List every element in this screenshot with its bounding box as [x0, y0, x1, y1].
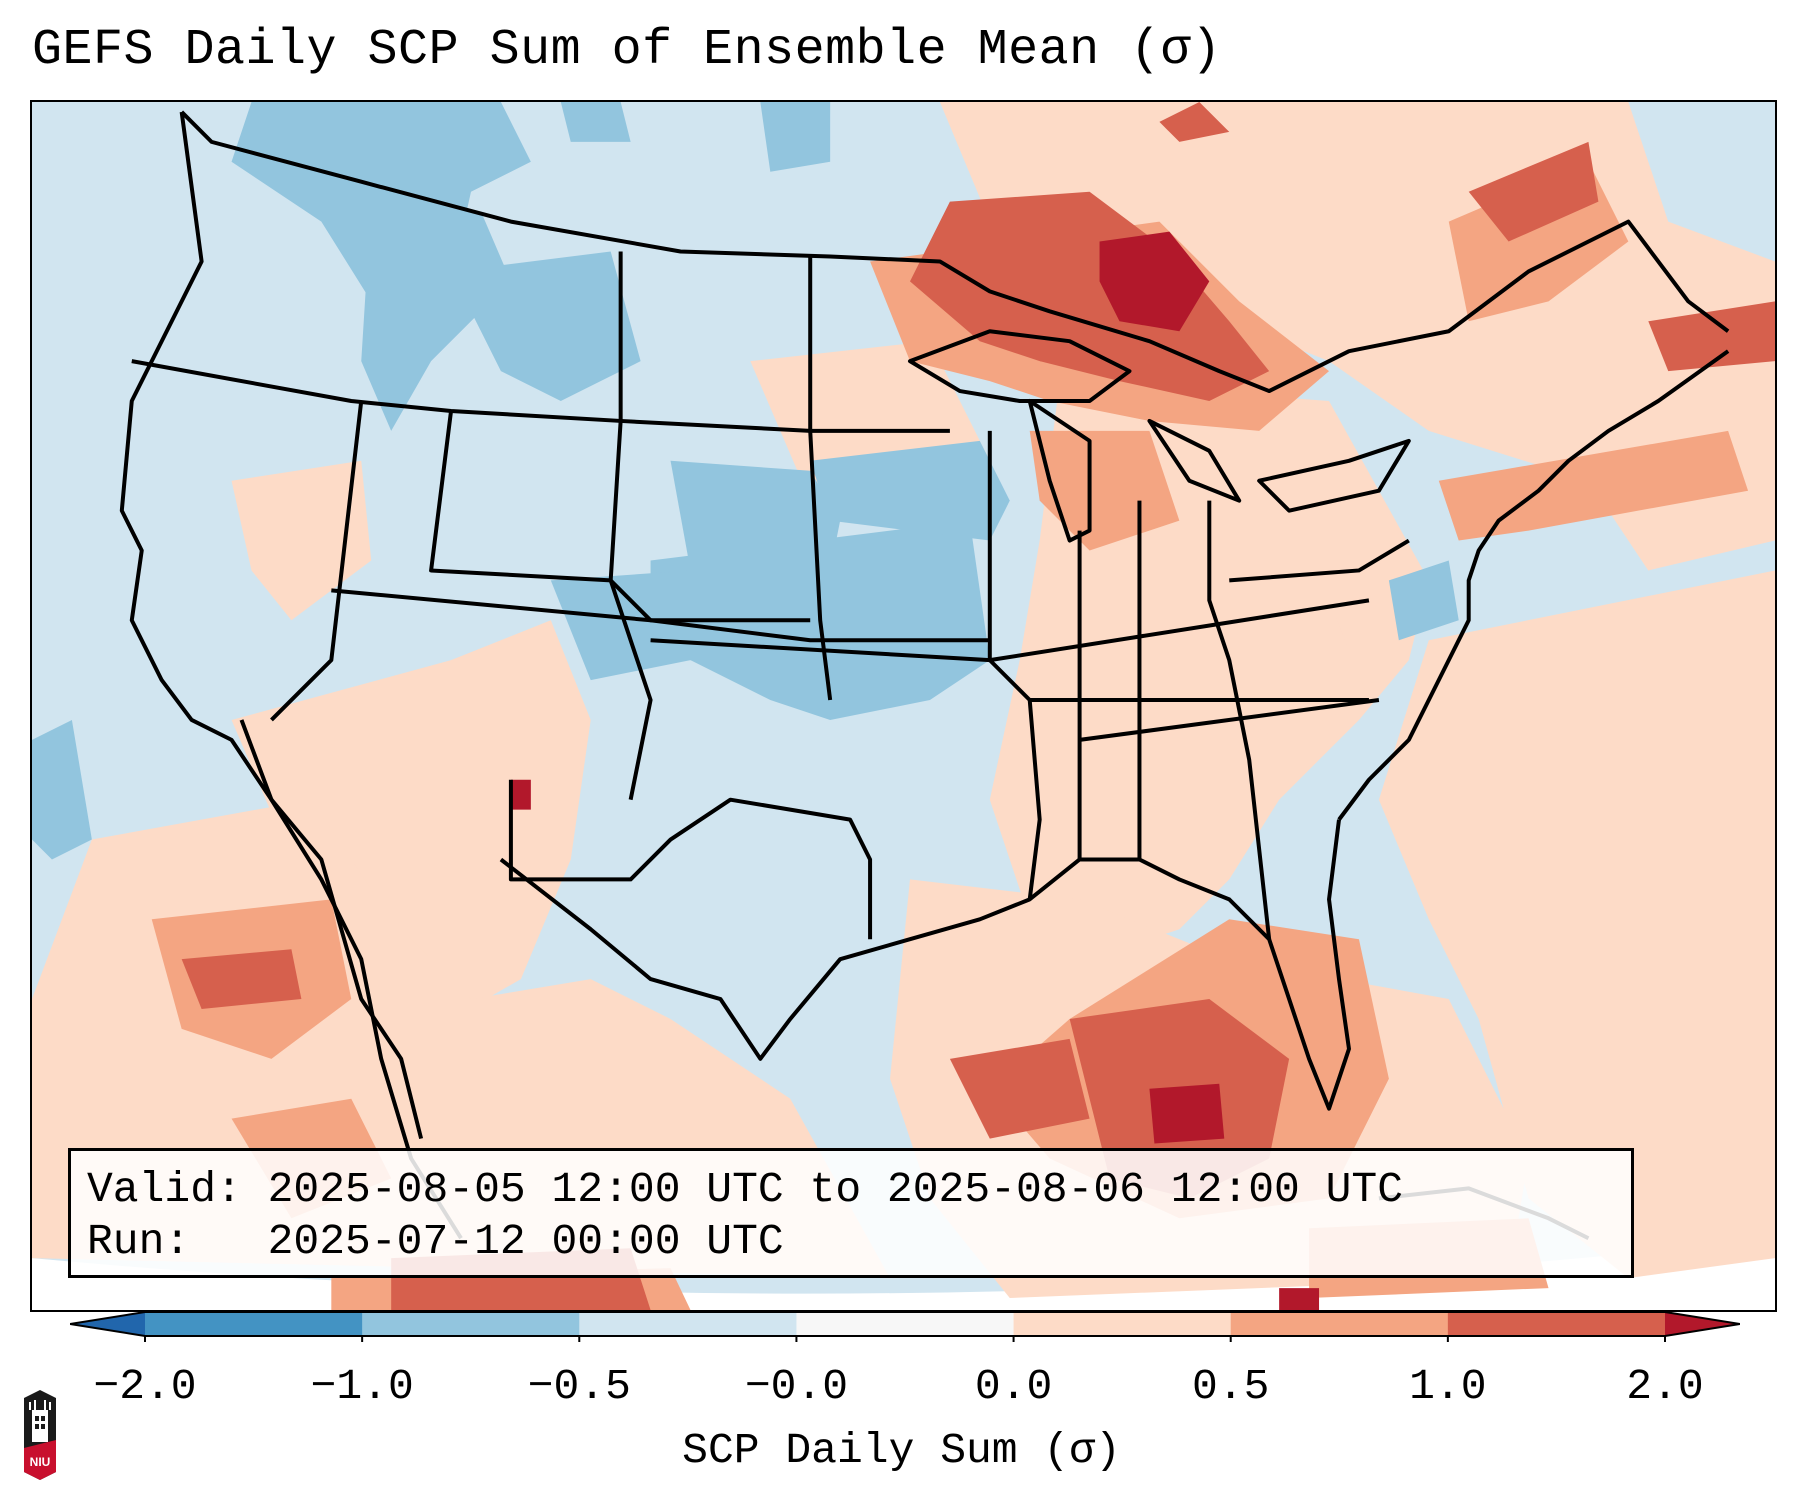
colorbar-bin [362, 1312, 580, 1336]
valid-time-text: Valid: 2025-08-05 12:00 UTC to 2025-08-0… [87, 1165, 1404, 1214]
state-lines-13 [1229, 538, 1410, 583]
logo-red-band [24, 1440, 56, 1480]
logo-text: NIU [30, 1455, 51, 1469]
west-coast [119, 111, 424, 1140]
colorbar-tick-label: 0.5 [1191, 1362, 1270, 1411]
colorbar-tick-label: 0.0 [974, 1362, 1053, 1411]
state-lines-1 [131, 359, 950, 433]
niu-logo: NIU [24, 1390, 56, 1480]
state-lines-4 [608, 251, 653, 801]
east-coast [1337, 349, 1730, 821]
colorbar-tick-label: −1.0 [310, 1362, 414, 1411]
run-time-text: Run: 2025-07-12 00:00 UTC [87, 1217, 784, 1266]
colorbar-extend-min [70, 1312, 145, 1336]
colorbar-bin [145, 1312, 363, 1336]
colorbar [70, 1312, 1740, 1342]
state-lines-6 [331, 588, 990, 643]
state-lines-5 [808, 256, 833, 701]
colorbar-tick-label: −0.0 [744, 1362, 849, 1411]
state-lines-2 [270, 400, 364, 722]
gulf-coast [499, 819, 1351, 1111]
colorbar-label: SCP Daily Sum (σ) [682, 1426, 1121, 1475]
scp-anomaly-map [32, 102, 1775, 1310]
colorbar-extend-max [1665, 1312, 1740, 1336]
boundaries [119, 110, 1730, 1241]
colorbar-bin [579, 1312, 797, 1336]
colorbar-bin [1230, 1312, 1449, 1336]
colorbar-bin [796, 1312, 1015, 1336]
colorbar-tick-label: 2.0 [1626, 1362, 1704, 1411]
colorbar-tick-label: −2.0 [93, 1362, 197, 1411]
map-panel: Valid: 2025-08-05 12:00 UTC to 2025-08-0… [30, 100, 1777, 1312]
us-canada-border [180, 110, 1730, 394]
chart-title: GEFS Daily SCP Sum of Ensemble Mean (σ) [32, 22, 1222, 79]
logo-tower-icon [32, 1410, 48, 1442]
colorbar-tick-label: −0.5 [527, 1362, 631, 1411]
great-lakes [907, 329, 1411, 543]
colorbar-bin [1447, 1312, 1666, 1336]
texas-outline [508, 779, 873, 940]
colorbar-tick-label: 1.0 [1409, 1362, 1487, 1411]
validity-info-box: Valid: 2025-08-05 12:00 UTC to 2025-08-0… [68, 1148, 1634, 1278]
state-lines-11 [1207, 500, 1272, 940]
anomaly-layer-gt-2.0 [510, 231, 1320, 1310]
state-lines-8 [987, 430, 1042, 900]
state-lines-14 [1079, 698, 1380, 742]
colorbar-bin [1013, 1312, 1232, 1336]
